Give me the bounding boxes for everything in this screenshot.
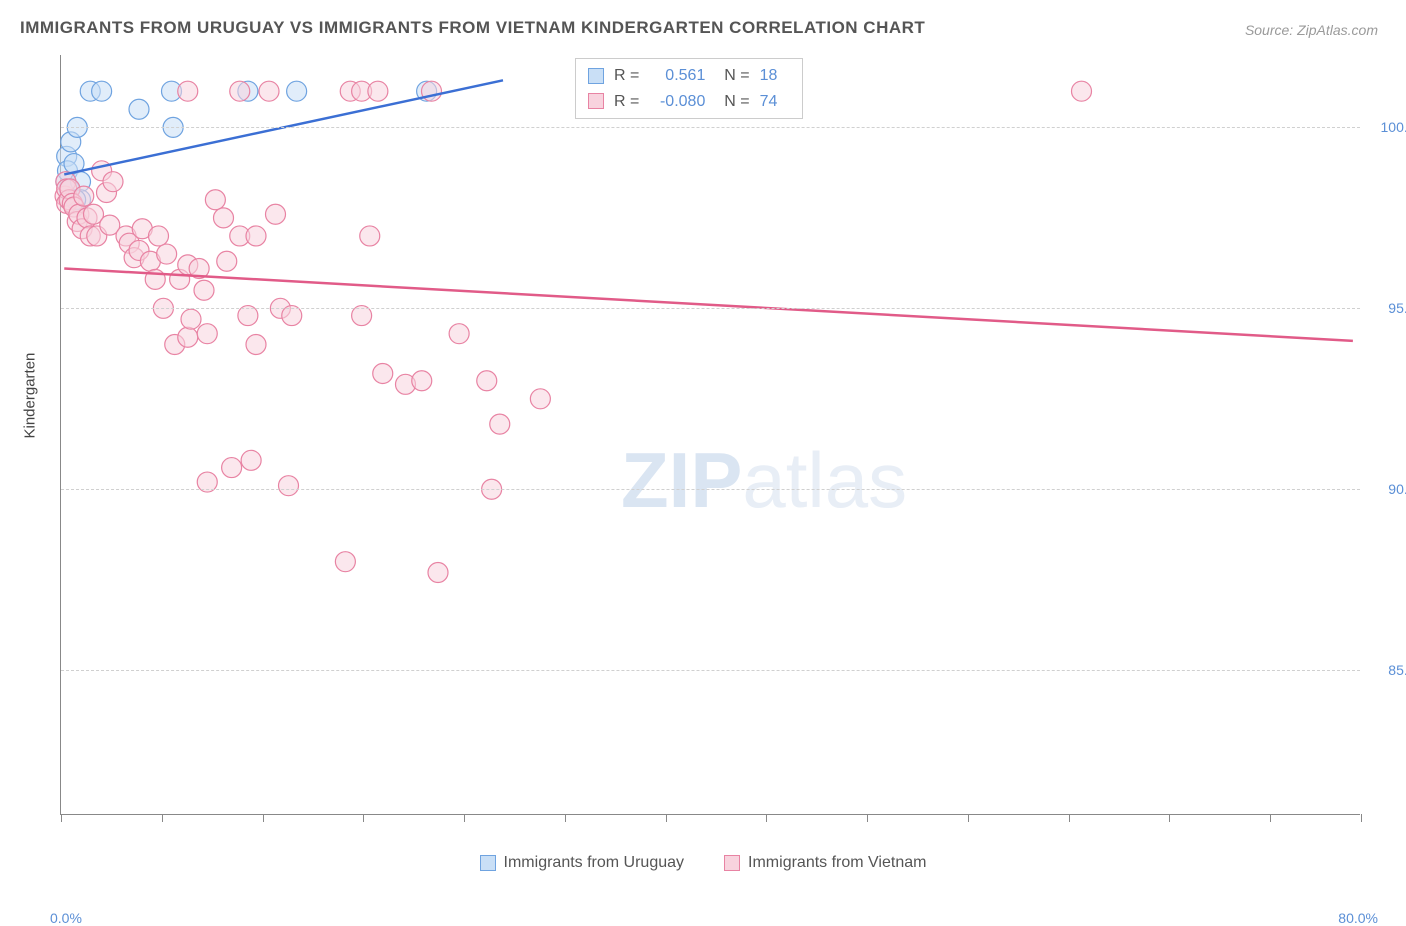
x-tick: [263, 814, 264, 822]
x-tick: [1361, 814, 1362, 822]
chart-plot-area: ZIPatlas 100.0%95.0%90.0%85.0%: [60, 55, 1360, 815]
stats-r-value: -0.080: [649, 89, 705, 115]
source-label: Source: ZipAtlas.com: [1245, 22, 1378, 38]
data-point: [74, 186, 94, 206]
data-point: [335, 552, 355, 572]
data-point: [157, 244, 177, 264]
scatter-plot-svg: [61, 55, 1360, 814]
stats-swatch-icon: [588, 68, 604, 84]
data-point: [129, 99, 149, 119]
gridline-h: [61, 127, 1360, 128]
x-tick: [1270, 814, 1271, 822]
x-tick: [1069, 814, 1070, 822]
x-tick: [162, 814, 163, 822]
data-point: [241, 450, 261, 470]
data-point: [230, 81, 250, 101]
legend-bottom: Immigrants from Uruguay Immigrants from V…: [0, 854, 1406, 872]
legend-swatch-icon: [724, 855, 740, 871]
data-point: [259, 81, 279, 101]
legend-item: Immigrants from Vietnam: [724, 854, 926, 872]
x-tick: [61, 814, 62, 822]
data-point: [214, 208, 234, 228]
data-point: [246, 335, 266, 355]
data-point: [194, 280, 214, 300]
data-point: [477, 371, 497, 391]
stats-r-label: R =: [614, 63, 639, 89]
y-tick-label: 90.0%: [1388, 481, 1406, 497]
y-tick-label: 100.0%: [1381, 119, 1406, 135]
data-point: [205, 190, 225, 210]
data-point: [428, 563, 448, 583]
x-tick: [867, 814, 868, 822]
stats-n-label: N =: [715, 89, 749, 115]
data-point: [178, 327, 198, 347]
y-tick-label: 85.0%: [1388, 662, 1406, 678]
data-point: [449, 324, 469, 344]
x-tick: [968, 814, 969, 822]
data-point: [373, 363, 393, 383]
data-point: [197, 324, 217, 344]
data-point: [530, 389, 550, 409]
x-tick: [464, 814, 465, 822]
data-point: [490, 414, 510, 434]
data-point: [368, 81, 388, 101]
data-point: [92, 81, 112, 101]
data-point: [217, 251, 237, 271]
data-point: [103, 172, 123, 192]
y-tick-label: 95.0%: [1388, 300, 1406, 316]
data-point: [149, 226, 169, 246]
x-axis-start-label: 0.0%: [50, 910, 82, 926]
data-point: [360, 226, 380, 246]
gridline-h: [61, 308, 1360, 309]
stats-legend-box: R = 0.561 N = 18 R = -0.080 N = 74: [575, 58, 803, 119]
stats-n-value: 18: [760, 63, 790, 89]
y-axis-label: Kindergarten: [22, 353, 39, 439]
legend-swatch-icon: [480, 855, 496, 871]
x-tick: [766, 814, 767, 822]
legend-label: Immigrants from Uruguay: [504, 854, 685, 872]
data-point: [178, 81, 198, 101]
data-point: [287, 81, 307, 101]
data-point: [266, 204, 286, 224]
stats-swatch-icon: [588, 93, 604, 109]
x-tick: [565, 814, 566, 822]
stats-r-label: R =: [614, 89, 639, 115]
chart-title: IMMIGRANTS FROM URUGUAY VS IMMIGRANTS FR…: [20, 18, 925, 38]
stats-n-value: 74: [760, 89, 790, 115]
x-tick: [1169, 814, 1170, 822]
data-point: [246, 226, 266, 246]
legend-item: Immigrants from Uruguay: [480, 854, 685, 872]
stats-row: R = -0.080 N = 74: [588, 89, 790, 115]
stats-r-value: 0.561: [649, 63, 705, 89]
x-tick: [363, 814, 364, 822]
stats-n-label: N =: [715, 63, 749, 89]
gridline-h: [61, 670, 1360, 671]
data-point: [412, 371, 432, 391]
stats-row: R = 0.561 N = 18: [588, 63, 790, 89]
legend-label: Immigrants from Vietnam: [748, 854, 926, 872]
x-tick: [666, 814, 667, 822]
data-point: [181, 309, 201, 329]
data-point: [1072, 81, 1092, 101]
data-point: [222, 458, 242, 478]
gridline-h: [61, 489, 1360, 490]
data-point: [279, 476, 299, 496]
x-axis-end-label: 80.0%: [1338, 910, 1378, 926]
trend-line: [64, 269, 1353, 341]
